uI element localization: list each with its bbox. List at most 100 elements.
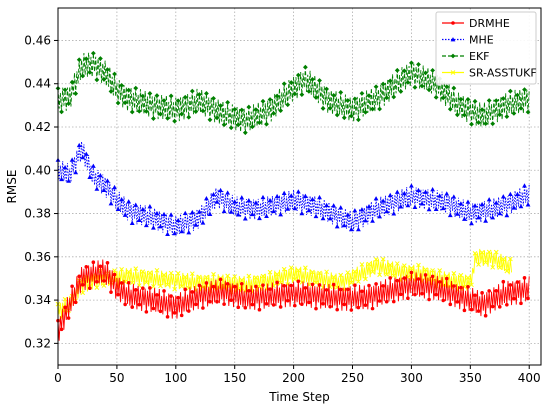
data-point <box>179 283 185 289</box>
data-point <box>115 100 121 106</box>
data-point <box>112 268 117 273</box>
legend-label: EKF <box>469 50 490 63</box>
series-drmhe <box>56 259 530 341</box>
data-point <box>190 290 195 294</box>
data-point <box>303 265 308 271</box>
data-point <box>334 223 340 229</box>
data-point <box>352 269 358 274</box>
data-point <box>189 88 195 94</box>
data-point <box>158 111 163 117</box>
data-point <box>207 117 213 123</box>
data-point <box>228 125 234 131</box>
data-point <box>288 265 294 270</box>
data-point <box>172 118 178 124</box>
data-point <box>242 216 248 221</box>
data-point <box>257 120 262 126</box>
data-point <box>193 109 199 114</box>
data-point <box>469 121 474 127</box>
data-point <box>341 115 347 121</box>
legend-marker <box>450 53 456 59</box>
y-axis-label: RMSE <box>5 170 19 204</box>
data-point <box>66 316 71 320</box>
data-point <box>423 70 428 76</box>
data-point <box>232 274 238 279</box>
data-point <box>451 194 457 199</box>
data-point <box>151 116 156 121</box>
y-tick-label: 0.44 <box>24 77 51 91</box>
data-point <box>76 142 82 148</box>
data-point <box>356 117 361 123</box>
data-point <box>83 56 89 62</box>
data-point <box>69 157 75 162</box>
data-point <box>281 190 287 195</box>
data-point <box>515 280 520 284</box>
data-point <box>479 201 485 207</box>
data-point <box>426 87 432 93</box>
data-point <box>493 98 499 104</box>
data-point <box>430 67 436 73</box>
data-point <box>479 107 485 113</box>
data-point <box>348 280 354 285</box>
data-point <box>493 200 499 205</box>
data-point <box>239 107 245 113</box>
data-point <box>253 275 259 280</box>
data-point <box>444 84 450 90</box>
data-point <box>519 301 523 306</box>
data-point <box>292 91 298 97</box>
legend-item-ekf: EKF <box>442 50 490 63</box>
data-point <box>211 284 216 289</box>
data-point <box>310 196 315 202</box>
data-point <box>229 298 233 303</box>
x-tick-label: 400 <box>518 371 541 385</box>
legend-frame <box>435 11 537 85</box>
data-point <box>123 302 127 307</box>
data-point <box>300 302 304 307</box>
data-point <box>165 282 170 288</box>
data-point <box>423 267 428 272</box>
data-point <box>200 108 206 114</box>
data-point <box>116 292 120 297</box>
data-point <box>242 130 248 136</box>
data-point <box>324 288 329 292</box>
data-point <box>433 206 439 211</box>
data-point <box>69 79 75 85</box>
data-point <box>264 121 269 127</box>
data-point <box>59 176 64 182</box>
data-point <box>278 305 283 309</box>
data-point <box>235 212 241 217</box>
data-point <box>196 209 202 214</box>
data-point <box>288 80 294 85</box>
data-point <box>486 197 492 202</box>
data-point <box>158 224 163 229</box>
data-point <box>313 280 319 285</box>
data-point <box>518 105 524 111</box>
data-point <box>321 301 325 306</box>
data-point <box>384 95 390 101</box>
data-point <box>154 210 160 216</box>
data-point <box>200 220 206 225</box>
data-point <box>225 273 230 279</box>
data-point <box>441 298 446 303</box>
data-point <box>511 110 517 116</box>
data-point <box>254 284 258 289</box>
data-point <box>143 108 149 114</box>
data-point <box>249 124 255 130</box>
data-point <box>208 299 212 304</box>
data-point <box>469 282 474 288</box>
data-point <box>500 256 506 262</box>
data-point <box>454 112 460 118</box>
data-point <box>204 196 209 201</box>
data-point <box>239 277 245 283</box>
data-point <box>522 87 527 93</box>
data-point <box>169 294 173 298</box>
data-point <box>405 202 411 208</box>
data-point <box>324 86 329 92</box>
data-point <box>119 82 125 88</box>
data-point <box>483 313 488 318</box>
legend-marker <box>450 70 456 75</box>
data-point <box>317 194 322 200</box>
data-point <box>430 274 435 279</box>
data-point <box>204 281 209 285</box>
data-point <box>211 96 216 101</box>
data-point <box>419 83 425 89</box>
